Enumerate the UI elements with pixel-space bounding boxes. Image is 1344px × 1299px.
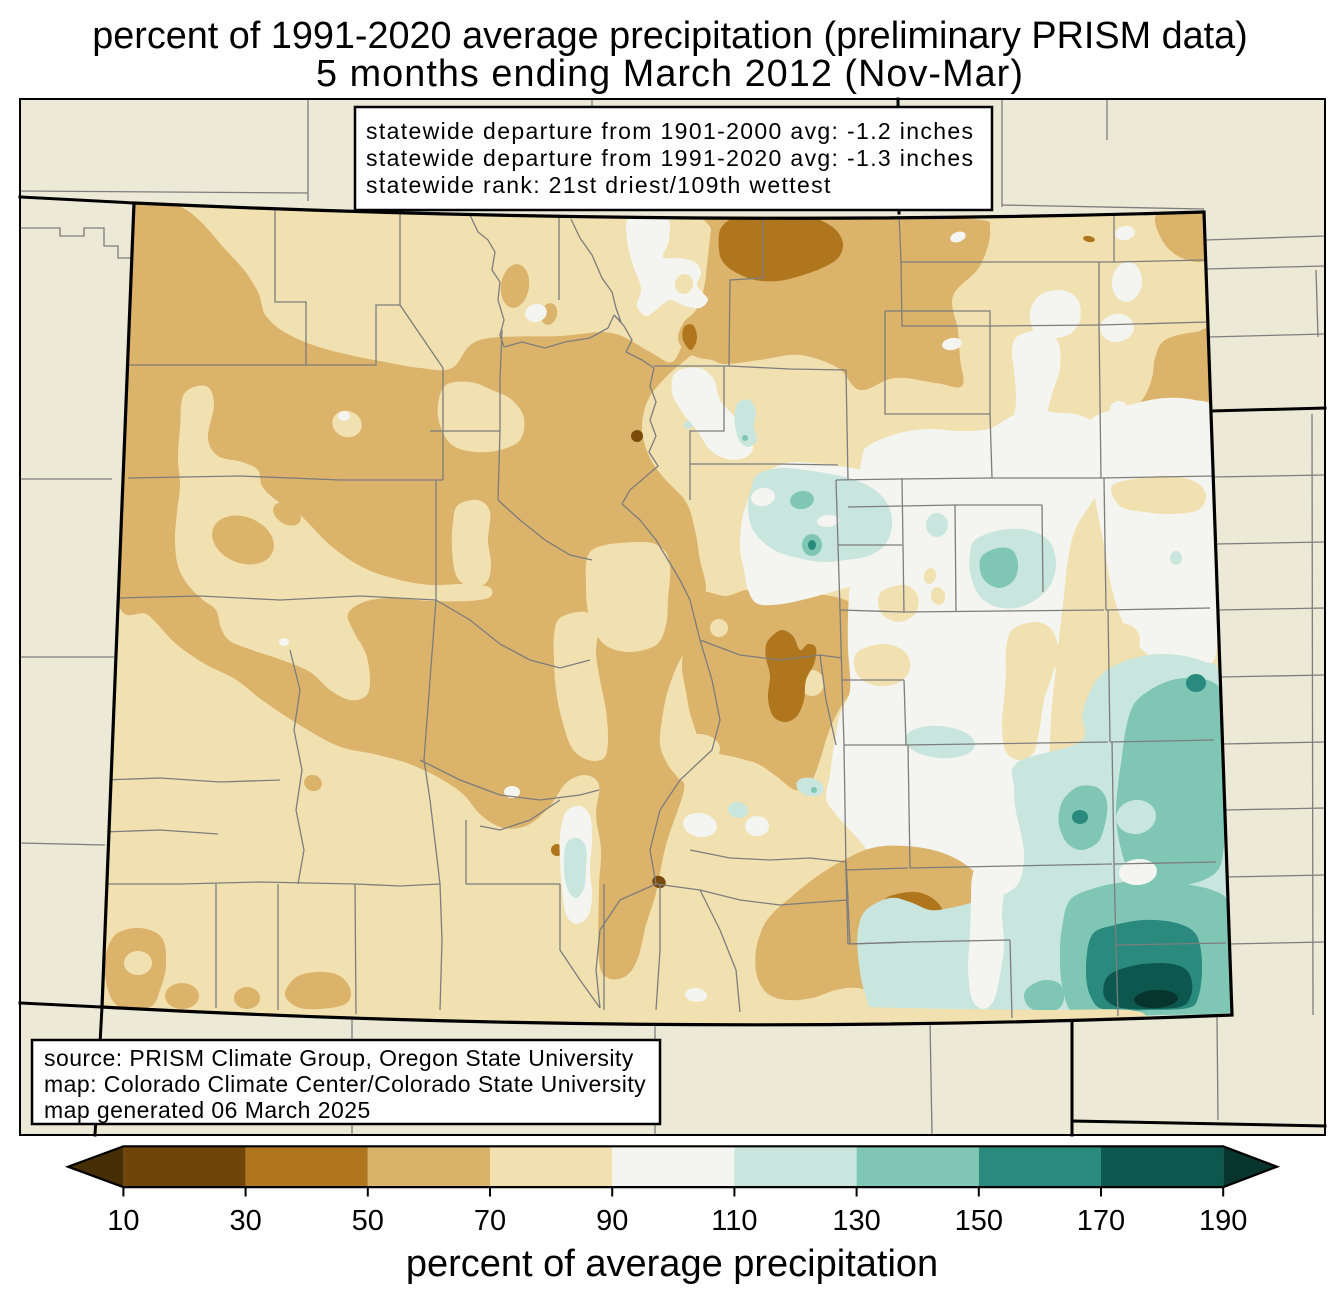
svg-text:30: 30 — [229, 1205, 261, 1237]
svg-text:statewide rank: 21st driest/10: statewide rank: 21st driest/109th wettes… — [366, 172, 832, 198]
svg-text:map: Colorado Climate Center/C: map: Colorado Climate Center/Colorado St… — [44, 1071, 646, 1097]
svg-text:50: 50 — [352, 1205, 384, 1237]
svg-text:percent of 1991-2020 average p: percent of 1991-2020 average precipitati… — [92, 15, 1248, 57]
svg-text:source: PRISM Climate Group, O: source: PRISM Climate Group, Oregon Stat… — [44, 1045, 634, 1071]
svg-text:statewide departure from 1901-: statewide departure from 1901-2000 avg: … — [366, 118, 974, 144]
svg-text:map generated 06 March 2025: map generated 06 March 2025 — [44, 1097, 371, 1123]
svg-text:10: 10 — [107, 1205, 139, 1237]
svg-text:90: 90 — [596, 1205, 628, 1237]
svg-text:190: 190 — [1199, 1205, 1247, 1237]
svg-text:130: 130 — [832, 1205, 880, 1237]
svg-text:5 months ending March 2012 (No: 5 months ending March 2012 (Nov-Mar) — [316, 53, 1024, 95]
svg-text:statewide departure from 1991-: statewide departure from 1991-2020 avg: … — [366, 145, 974, 171]
svg-text:70: 70 — [474, 1205, 506, 1237]
svg-text:110: 110 — [711, 1205, 757, 1237]
svg-text:170: 170 — [1077, 1205, 1125, 1237]
svg-text:percent of average precipitati: percent of average precipitation — [406, 1243, 938, 1285]
svg-text:150: 150 — [955, 1205, 1003, 1237]
